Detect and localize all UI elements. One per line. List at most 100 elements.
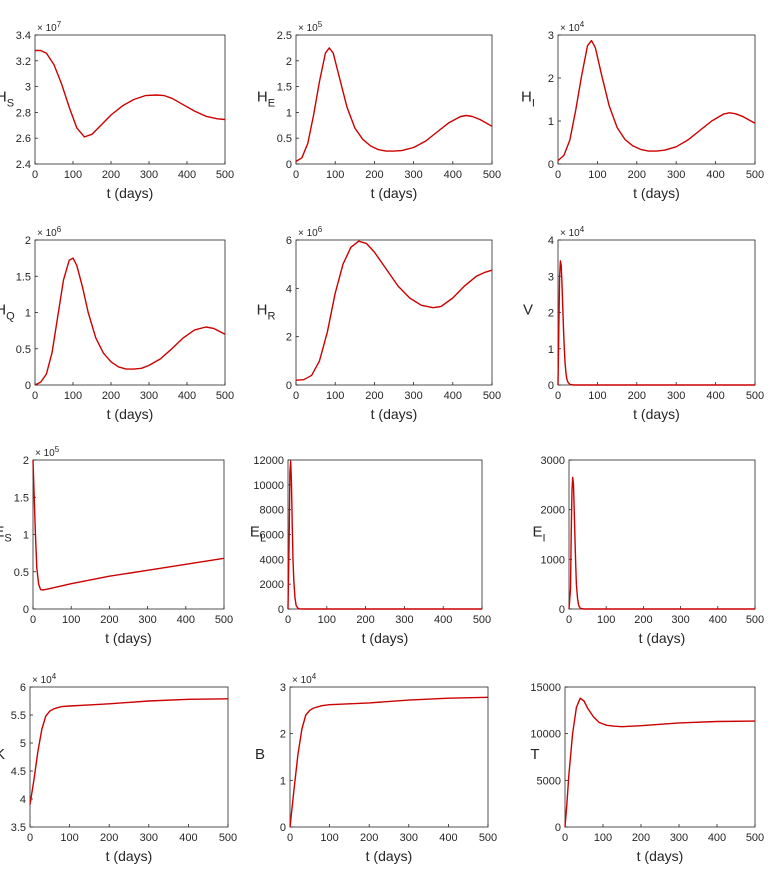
chart-12-ytick-label: 5000: [537, 775, 561, 787]
chart-11-xtick-label: 500: [479, 832, 497, 844]
chart-12-ytick-label: 10000: [530, 729, 561, 741]
chart-5-ytick-label: 4: [286, 283, 292, 295]
chart-2-ytick-label: 2: [286, 56, 292, 68]
chart-12-ytick-label: 0: [555, 822, 561, 834]
chart-11-xtick-label: 0: [287, 832, 293, 844]
chart-9-xtick-label: 500: [746, 614, 764, 626]
chart-9-ytick-label: 0: [559, 604, 565, 616]
chart-8-ytick-label: 6000: [260, 530, 284, 542]
chart-5-ytick-label: 2: [286, 332, 292, 344]
chart-8-series-line: [287, 460, 482, 610]
chart-1-xtick-label: 100: [64, 169, 82, 181]
chart-8-ytick-label: 10000: [253, 480, 284, 492]
chart-7-xtick-label: 500: [215, 614, 233, 626]
chart-3-xtick-label: 0: [555, 169, 561, 181]
chart-10-ytick-label: 4.5: [11, 766, 26, 778]
chart-1-ytick-label: 3.2: [16, 56, 31, 68]
chart-1-ytick-label: 2.8: [16, 107, 31, 119]
chart-1-xtick-label: 200: [102, 169, 120, 181]
chart-2-axes-box: [295, 34, 493, 165]
chart-1-xtick-label: 0: [32, 169, 38, 181]
chart-10-xtick-label: 0: [27, 832, 33, 844]
chart-9-ylabel: EI: [532, 524, 545, 545]
chart-7-ytick-label: 0: [23, 604, 29, 616]
chart-10-xtick-label: 300: [140, 832, 158, 844]
chart-11-xtick-label: 200: [360, 832, 378, 844]
chart-5-xtick-label: 300: [404, 390, 422, 402]
chart-11-multiplier: × 104: [292, 672, 317, 686]
chart-9-xtick-label: 0: [566, 614, 572, 626]
chart-6-xtick-label: 300: [667, 390, 685, 402]
chart-3-xlabel: t (days): [633, 185, 680, 201]
chart-7-series-line: [32, 459, 225, 591]
chart-5-series-line: [295, 240, 493, 381]
chart-6-xtick-label: 400: [706, 390, 724, 402]
chart-10-ytick-label: 6: [20, 682, 26, 694]
chart-9-ytick-label: 1000: [541, 554, 565, 566]
chart-4-ytick-label: 1.5: [16, 271, 31, 283]
chart-10-ytick-label: 5.5: [11, 710, 26, 722]
chart-3-xtick-label: 500: [746, 169, 764, 181]
chart-2-xtick-label: 200: [365, 169, 383, 181]
chart-7-ytick-label: 1: [23, 530, 29, 542]
chart-9-xlabel: t (days): [639, 630, 686, 646]
chart-4-series-line: [34, 257, 226, 386]
chart-6-axes-box: [557, 239, 756, 386]
chart-4-xtick-label: 200: [102, 390, 120, 402]
chart-4-ytick-label: 1: [25, 308, 31, 320]
chart-1-axes-box: [34, 34, 226, 165]
chart-1-ytick-label: 3.4: [16, 30, 31, 42]
chart-7-ytick-label: 1.5: [14, 492, 29, 504]
chart-10-xtick-label: 500: [219, 832, 237, 844]
chart-6-xtick-label: 500: [746, 390, 764, 402]
chart-11-ytick-label: 0: [280, 822, 286, 834]
chart-7-axes-box: [32, 459, 225, 610]
chart-9-series-line: [568, 476, 755, 610]
chart-1-ytick-label: 3: [25, 82, 31, 94]
chart-2-ylabel: HE: [257, 89, 275, 110]
chart-11-ytick-label: 1: [280, 775, 286, 787]
chart-5-xtick-label: 500: [483, 390, 501, 402]
chart-4-ytick-label: 0.5: [16, 344, 31, 356]
chart-7-xlabel: t (days): [105, 630, 152, 646]
chart-6-multiplier: × 104: [560, 225, 585, 239]
chart-3-ytick-label: 2: [548, 73, 554, 85]
chart-4-axes-box: [34, 239, 226, 386]
chart-3-ytick-label: 1: [548, 116, 554, 128]
chart-12-ytick-label: 15000: [530, 682, 561, 694]
chart-7-ytick-label: 0.5: [14, 567, 29, 579]
chart-3-xtick-label: 100: [588, 169, 606, 181]
chart-10-multiplier: × 104: [32, 672, 57, 686]
chart-9-axes-box: [568, 459, 756, 610]
chart-8-ytick-label: 12000: [253, 455, 284, 467]
chart-5-ytick-label: 0: [286, 380, 292, 392]
chart-6-ytick-label: 0: [548, 380, 554, 392]
chart-12-xlabel: t (days): [637, 848, 684, 864]
chart-9-ytick-label: 2000: [541, 505, 565, 517]
chart-7-ytick-label: 2: [23, 455, 29, 467]
chart-6-xtick-label: 0: [555, 390, 561, 402]
chart-11-xtick-label: 300: [400, 832, 418, 844]
chart-1-ylabel: HS: [0, 89, 14, 110]
chart-4-xtick-label: 300: [140, 390, 158, 402]
chart-4-multiplier: × 106: [37, 225, 62, 239]
chart-12-xtick-label: 500: [746, 832, 764, 844]
chart-1-ytick-label: 2.6: [16, 133, 31, 145]
chart-12-xtick-label: 0: [562, 832, 568, 844]
chart-11-ylabel: B: [255, 746, 265, 763]
chart-2-xtick-label: 0: [293, 169, 299, 181]
chart-2-ytick-label: 2.5: [277, 30, 292, 42]
chart-2-ytick-label: 0.5: [277, 133, 292, 145]
chart-1-xlabel: t (days): [107, 185, 154, 201]
chart-8-xtick-label: 500: [473, 614, 491, 626]
chart-5-xtick-label: 400: [444, 390, 462, 402]
chart-3-series-line: [557, 39, 756, 162]
chart-9-ytick-label: 3000: [541, 455, 565, 467]
chart-8-axes-box: [287, 459, 483, 610]
chart-3-ylabel: HI: [521, 89, 535, 110]
chart-7-xtick-label: 300: [138, 614, 156, 626]
chart-2-xtick-label: 300: [404, 169, 422, 181]
chart-11-series-line: [289, 696, 489, 828]
